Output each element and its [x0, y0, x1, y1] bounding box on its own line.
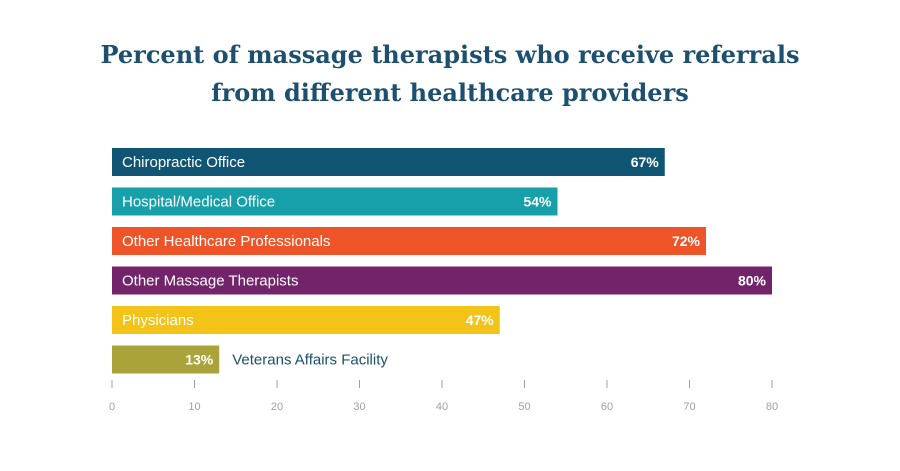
- value-label-other-healthcare-professionals: 72%: [672, 233, 701, 249]
- x-tick-label-40: 40: [436, 401, 448, 413]
- x-tick-label-0: 0: [109, 401, 115, 413]
- chart-title-line-2: from different healthcare providers: [211, 78, 689, 107]
- bar-veterans-affairs-facility: [112, 345, 220, 374]
- category-label-chiropractic-office: Chiropractic Office: [122, 154, 245, 171]
- chart-title: Percent of massage therapists who receiv…: [0, 36, 900, 112]
- x-tick-label-30: 30: [353, 401, 365, 413]
- x-axis: 0 10 20 30 40 50 60 70 80: [109, 380, 778, 413]
- bar-other-massage-therapists: [112, 266, 772, 295]
- x-tick-label-70: 70: [683, 401, 695, 413]
- bar-chiropractic-office: [112, 148, 665, 176]
- bar-physicians: [112, 306, 500, 334]
- category-label-veterans-affairs-facility: Veterans Affairs Facility: [232, 352, 388, 369]
- value-label-other-massage-therapists: 80%: [738, 273, 767, 289]
- chart-title-line-1: Percent of massage therapists who receiv…: [100, 40, 800, 69]
- bar-hospital-medical-office: [112, 187, 558, 216]
- value-label-hospital-medical-office: 54%: [523, 194, 552, 210]
- x-tick-label-50: 50: [518, 401, 530, 413]
- category-label-other-healthcare-professionals: Other Healthcare Professionals: [122, 233, 330, 250]
- x-tick-label-60: 60: [601, 401, 613, 413]
- value-label-veterans-affairs-facility: 13%: [185, 352, 214, 368]
- x-tick-label-80: 80: [766, 401, 778, 413]
- x-tick-label-20: 20: [271, 401, 283, 413]
- bars-group: Chiropractic Office 67% Hospital/Medical O…: [112, 148, 772, 374]
- category-label-hospital-medical-office: Hospital/Medical Office: [122, 194, 275, 211]
- value-label-physicians: 47%: [466, 312, 495, 328]
- x-tick-label-10: 10: [188, 401, 200, 413]
- value-label-chiropractic-office: 67%: [631, 154, 660, 170]
- bar-other-healthcare-professionals: [112, 227, 706, 255]
- category-label-other-massage-therapists: Other Massage Therapists: [122, 273, 298, 290]
- category-label-physicians: Physicians: [122, 312, 194, 329]
